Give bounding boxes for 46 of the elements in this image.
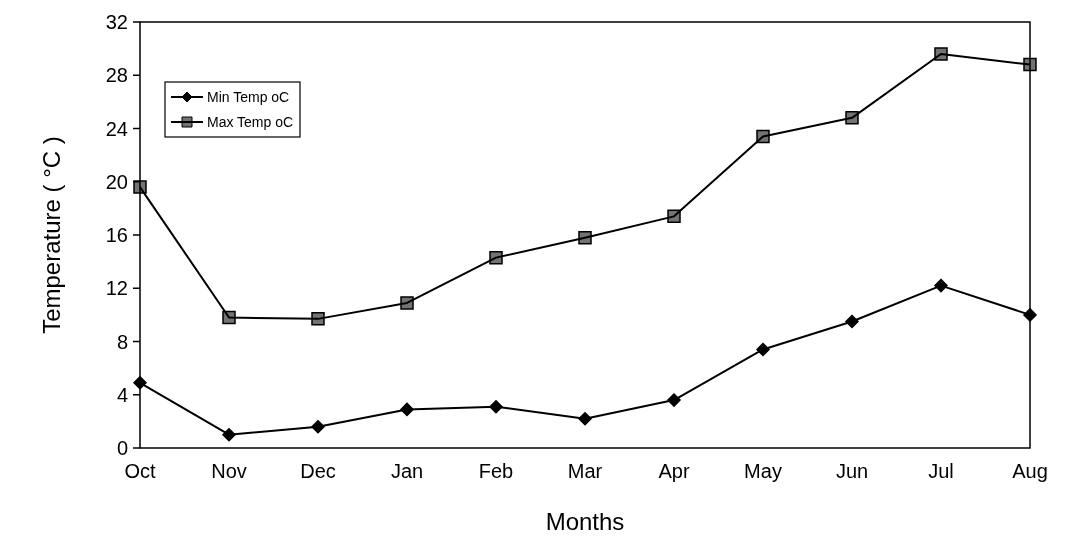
point [667,393,681,407]
legend-label: Max Temp oC [207,113,294,130]
y-axis-title: Temperature ( °C ) [38,136,65,334]
y-tick-label: 0 [116,437,128,459]
point [934,47,948,61]
point [222,427,236,442]
point [400,296,414,310]
point [222,310,236,325]
point [756,342,770,357]
point [845,111,859,125]
x-tick-label: Dec [300,460,336,482]
y-tick-label: 32 [105,11,128,33]
y-tick-label: 8 [116,330,128,353]
point [489,399,503,414]
point [845,314,859,329]
x-tick-label: Feb [478,460,514,482]
point [311,312,325,326]
legend-label: Min Temp oC [207,88,290,105]
y-tick-label: 12 [105,277,128,300]
x-tick-label: Aug [1012,460,1048,482]
point [311,419,325,434]
x-tick-label: Mar [567,460,603,482]
x-axis-title: Months [545,508,625,535]
point [133,376,147,390]
x-tick-label: Jun [835,460,869,482]
y-tick-label: 28 [105,64,128,87]
point [578,411,592,426]
x-tick-label: Apr [658,460,690,482]
x-tick-label: Oct [124,460,156,482]
x-tick-label: Jul [928,460,954,482]
x-tick-label: May [744,460,782,482]
point [489,250,503,265]
y-tick-label: 4 [116,383,128,406]
point [667,209,681,224]
point [934,278,948,293]
point [1023,308,1037,322]
point [756,129,770,144]
point [400,402,414,417]
point [578,230,592,245]
y-tick-label: 16 [105,224,128,246]
x-tick-label: Nov [211,460,247,482]
point [1023,57,1037,72]
x-tick-label: Jan [390,460,424,482]
point [133,180,147,194]
y-tick-label: 24 [105,117,128,140]
y-tick-label: 20 [105,170,128,193]
